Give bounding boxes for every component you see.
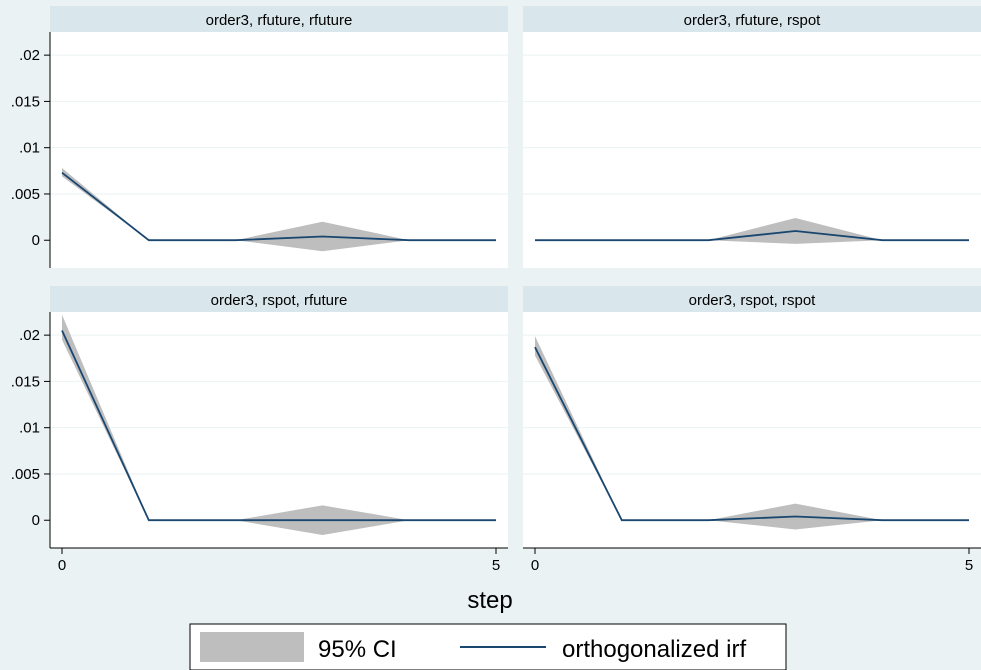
plot-area [523,312,981,548]
panel-header [523,6,981,32]
panel-title: order3, rfuture, rfuture [206,12,353,29]
panel-title: order3, rspot, rspot [689,292,817,309]
panel-title: order3, rfuture, rspot [684,12,822,29]
plot-area [523,32,981,268]
panel-header [523,286,981,312]
panel-title: order3, rspot, rfuture [211,292,348,309]
ci-band [62,168,496,252]
panel-1: order3, rfuture, rfuture 0 .005 .01 .015 .02 [11,6,508,268]
x-tick-label: 5 [965,557,973,574]
y-tick-label: .01 [19,420,40,437]
panel-4: order3, rspot, rspot 0 5 [523,286,981,574]
irf-line [534,346,969,522]
irf-line [61,171,496,242]
legend: 95% CI orthogonalized irf [189,623,787,670]
panel-3: order3, rspot, rfuture 0 .005 .01 .015 .02 0 5 [11,286,508,574]
x-tick-label: 0 [58,557,66,574]
legend-irf-label: orthogonalized irf [562,636,746,663]
y-tick-label: .005 [11,186,40,203]
y-tick-label: .01 [19,140,40,157]
y-tick-label: .005 [11,466,40,483]
y-tick-label: .015 [11,373,40,390]
y-tick-label: .02 [19,327,40,344]
panel-header [50,6,508,32]
irf-line [61,330,496,522]
panel-2: order3, rfuture, rspot [523,6,981,268]
plot-area [50,312,508,548]
y-tick-label: .02 [19,47,40,64]
y-tick-label: 0 [32,512,40,529]
legend-ci-label: 95% CI [318,636,397,663]
plot-area [50,32,508,268]
legend-ci-swatch [200,632,304,662]
x-tick-label: 5 [492,557,500,574]
y-tick-label: .015 [11,93,40,110]
x-axis-title: step [467,587,512,614]
panels: order3, rfuture, rfuture0.005.01.015.02o… [11,6,981,574]
irf-line [535,230,969,242]
panel-header [50,286,508,312]
y-tick-label: 0 [32,232,40,249]
x-tick-label: 0 [531,557,539,574]
